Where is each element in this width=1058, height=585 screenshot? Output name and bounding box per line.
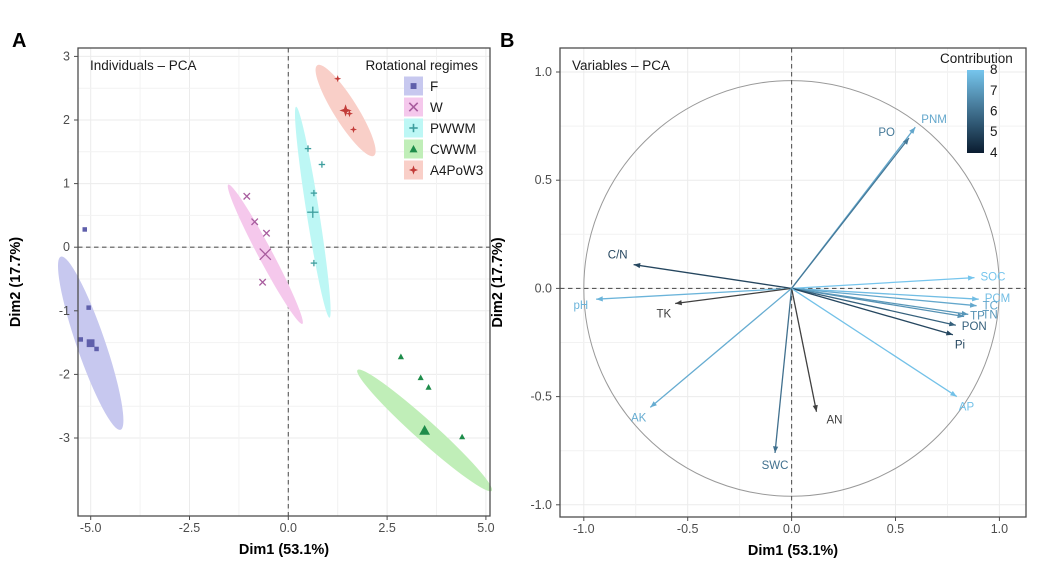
svg-text:5: 5 [990, 124, 998, 139]
svg-text:4: 4 [990, 145, 998, 160]
svg-text:AK: AK [631, 412, 647, 424]
svg-text:B: B [500, 30, 514, 52]
svg-text:-3: -3 [59, 431, 70, 445]
svg-text:0.5: 0.5 [535, 173, 552, 187]
svg-text:A: A [12, 30, 26, 52]
svg-text:PON: PON [962, 321, 987, 333]
svg-text:C/N: C/N [608, 250, 628, 262]
svg-text:AN: AN [827, 415, 843, 427]
svg-text:1.0: 1.0 [991, 522, 1008, 536]
svg-text:A4PoW3: A4PoW3 [430, 163, 483, 178]
svg-text:-0.5: -0.5 [530, 390, 552, 404]
svg-text:TK: TK [656, 309, 671, 321]
svg-text:-0.5: -0.5 [677, 522, 699, 536]
svg-text:F: F [430, 79, 438, 94]
svg-text:-1.0: -1.0 [530, 498, 552, 512]
svg-text:Dim2 (17.7%): Dim2 (17.7%) [8, 237, 24, 327]
svg-text:-2: -2 [59, 367, 70, 381]
svg-text:SOC: SOC [981, 272, 1006, 284]
svg-text:7: 7 [990, 83, 998, 98]
svg-text:AP: AP [959, 402, 975, 414]
svg-text:PWWM: PWWM [430, 121, 476, 136]
svg-text:1.0: 1.0 [535, 65, 552, 79]
svg-text:SWC: SWC [762, 460, 789, 472]
svg-text:PNM: PNM [921, 114, 947, 126]
svg-text:5.0: 5.0 [477, 521, 494, 535]
svg-text:Rotational regimes: Rotational regimes [365, 58, 478, 73]
svg-text:-2.5: -2.5 [179, 521, 201, 535]
svg-text:1: 1 [63, 177, 70, 191]
svg-text:0.5: 0.5 [887, 522, 904, 536]
svg-text:0: 0 [63, 240, 70, 254]
svg-text:2: 2 [63, 113, 70, 127]
svg-text:0.0: 0.0 [280, 521, 297, 535]
svg-text:W: W [430, 100, 443, 115]
svg-text:-1.0: -1.0 [573, 522, 595, 536]
svg-text:2.5: 2.5 [378, 521, 395, 535]
svg-text:Variables – PCA: Variables – PCA [572, 58, 670, 73]
svg-text:PO: PO [878, 127, 895, 139]
svg-text:TN: TN [982, 309, 997, 321]
svg-text:Dim2 (17.7%): Dim2 (17.7%) [490, 237, 506, 327]
svg-text:0.0: 0.0 [783, 522, 800, 536]
svg-text:3: 3 [63, 49, 70, 63]
svg-text:Dim1 (53.1%): Dim1 (53.1%) [239, 542, 329, 558]
svg-text:Dim1 (53.1%): Dim1 (53.1%) [748, 543, 838, 559]
svg-text:Individuals – PCA: Individuals – PCA [90, 58, 197, 73]
svg-text:CWWM: CWWM [430, 142, 476, 157]
svg-text:Contribution: Contribution [940, 51, 1013, 66]
svg-text:-1: -1 [59, 304, 70, 318]
svg-text:pH: pH [573, 300, 588, 312]
svg-text:8: 8 [990, 62, 998, 77]
svg-text:Pi: Pi [955, 340, 965, 352]
svg-text:-5.0: -5.0 [80, 521, 102, 535]
svg-text:6: 6 [990, 104, 998, 119]
svg-text:0.0: 0.0 [535, 281, 552, 295]
